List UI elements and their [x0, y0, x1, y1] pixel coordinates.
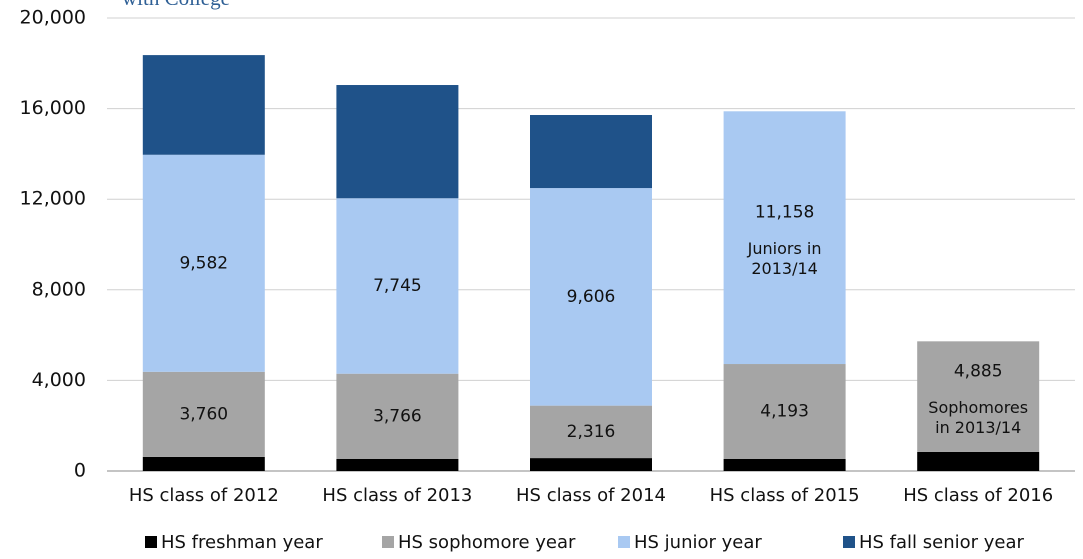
value-label: 9,606 — [567, 287, 616, 307]
value-label: 11,158 — [755, 203, 814, 223]
bar-segment — [142, 456, 265, 471]
bar-segment — [917, 451, 1040, 471]
value-label: 4,193 — [760, 402, 809, 422]
bar-segment — [530, 188, 652, 406]
x-tick-label: HS class of 2016 — [903, 485, 1053, 506]
x-tick-label: HS class of 2014 — [516, 485, 666, 506]
bar-segment — [530, 458, 652, 471]
bar-segment — [142, 371, 265, 457]
legend-swatch — [843, 536, 855, 548]
legend-label: HS junior year — [634, 532, 762, 553]
annotation: Sophomores — [928, 398, 1028, 417]
annotation: 2013/14 — [751, 259, 817, 278]
y-tick-label: 12,000 — [20, 188, 86, 210]
y-tick-label: 8,000 — [32, 278, 86, 300]
x-tick-label: HS class of 2013 — [322, 485, 472, 506]
bar-segment — [917, 341, 1040, 452]
value-label: 7,745 — [373, 276, 422, 296]
bar-segment — [336, 85, 459, 199]
bar-segment — [723, 111, 846, 365]
x-tick-label: HS class of 2015 — [710, 485, 860, 506]
legend-swatch — [618, 536, 630, 548]
bar-segment — [530, 405, 652, 459]
legend-swatch — [145, 536, 157, 548]
value-label: 9,582 — [179, 253, 228, 273]
legend-label: HS sophomore year — [398, 532, 576, 553]
y-tick-label: 16,000 — [20, 97, 86, 119]
legend-swatch — [382, 536, 394, 548]
value-label: 3,766 — [373, 406, 422, 426]
legend-label: HS freshman year — [161, 532, 323, 553]
value-label: 3,760 — [179, 404, 228, 424]
value-label: 4,885 — [954, 362, 1003, 382]
chart-title: with College — [122, 0, 230, 10]
legend-label: HS fall senior year — [859, 532, 1025, 553]
annotation: Juniors in — [747, 239, 822, 258]
y-tick-label: 20,000 — [20, 7, 86, 29]
bar-segment — [142, 55, 265, 155]
y-tick-label: 0 — [74, 460, 86, 482]
bar-segment — [336, 458, 459, 471]
bar-segment — [723, 364, 846, 459]
bar-segment — [336, 373, 459, 459]
bar-segment — [336, 198, 459, 374]
value-label: 2,316 — [567, 422, 616, 442]
annotation: in 2013/14 — [935, 418, 1021, 437]
x-tick-label: HS class of 2012 — [129, 485, 279, 506]
bar-segment — [723, 458, 846, 471]
y-tick-label: 4,000 — [32, 369, 86, 391]
bar-segment — [142, 154, 265, 372]
bar-segment — [530, 115, 652, 189]
